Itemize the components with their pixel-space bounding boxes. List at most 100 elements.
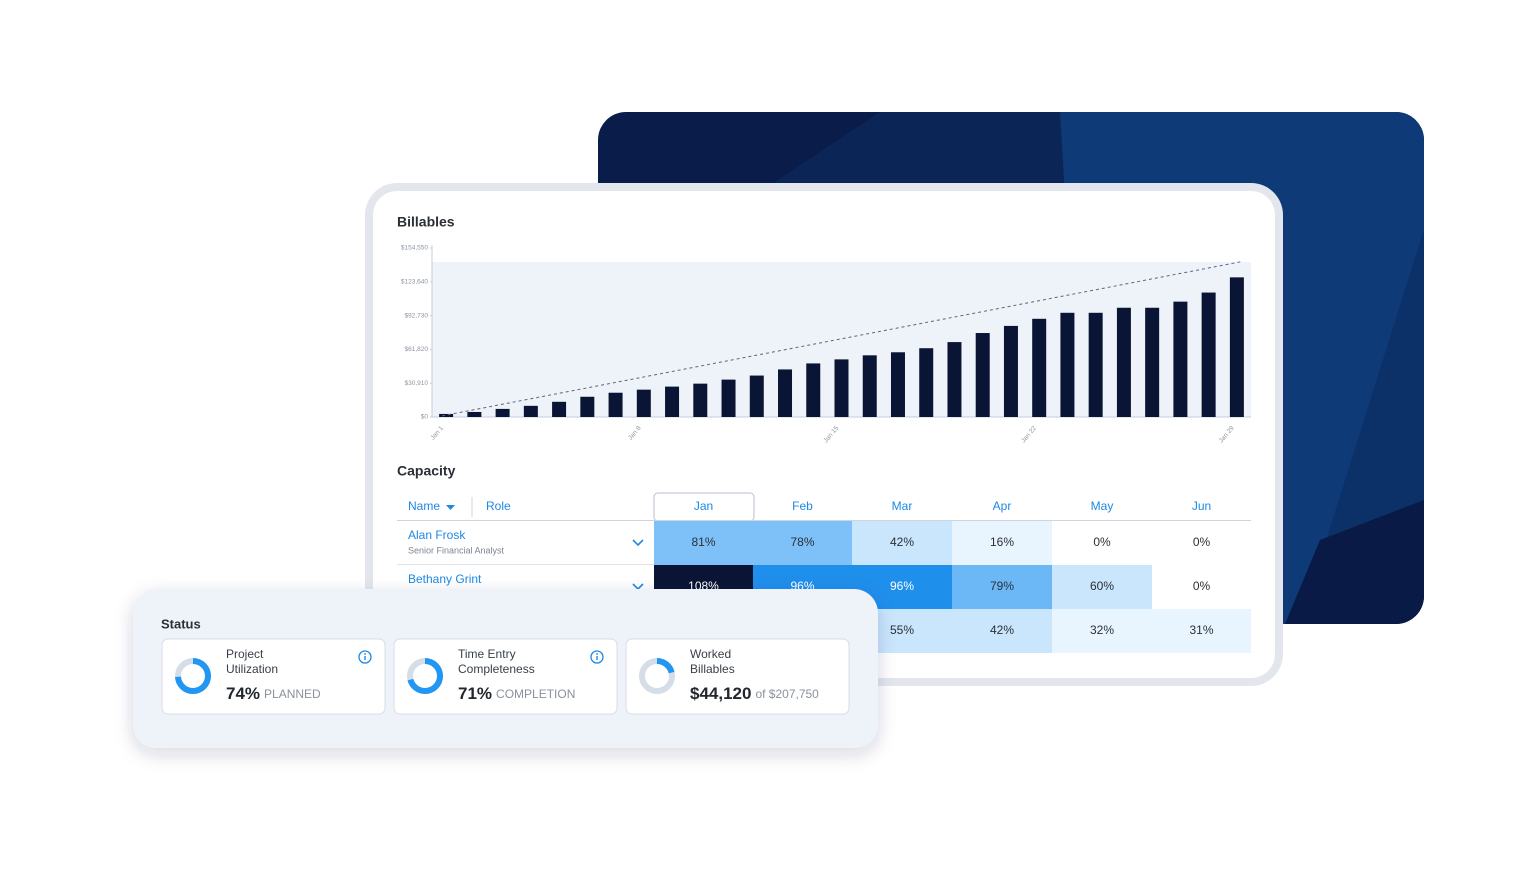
bar [467,411,482,417]
heat-cell [1152,609,1251,653]
cell-value: 42% [990,623,1014,637]
bar [495,408,510,417]
y-tick-label: $92,730 [405,312,429,319]
card-title: Project [226,647,264,661]
heat-cell [1152,565,1251,609]
info-icon-dot[interactable] [596,653,598,655]
bar [834,359,849,417]
metric-unit: of $207,750 [755,687,819,701]
bar [1003,325,1018,417]
metric-unit: COMPLETION [496,687,575,701]
y-tick-label: $61,820 [405,346,429,353]
bar [608,392,623,417]
person-name[interactable]: Bethany Grint [408,572,482,586]
person-role: Senior Financial Analyst [408,545,505,555]
card-title: Completeness [458,662,535,676]
card-metric: $44,120 of $207,750 [690,684,819,703]
info-icon-dot[interactable] [364,653,366,655]
heat-cell [1052,565,1152,609]
month-header[interactable]: May [1091,499,1114,513]
heat-cell [852,521,952,565]
cell-value: 55% [890,623,914,637]
y-tick-label: $0 [421,414,429,421]
y-tick-label: $30,910 [405,380,429,387]
card-metric: 74% PLANNED [226,684,321,703]
month-header[interactable]: Feb [792,499,813,513]
cell-value: 42% [890,535,914,549]
expand-chevron[interactable] [632,539,644,547]
bar [1088,312,1103,417]
card-title: Worked [690,647,731,661]
month-header[interactable]: Jan [694,499,713,513]
bar [1201,292,1216,417]
card-title: Billables [690,662,735,676]
metric-value: 71% [458,684,492,703]
info-icon[interactable] [358,650,372,664]
status-title: Status [161,616,201,631]
bar [1173,301,1188,417]
bar [1032,318,1047,417]
month-header[interactable]: Apr [993,499,1012,513]
card-metric: 71% COMPLETION [458,684,575,703]
bar [523,405,538,417]
status-card [161,638,386,715]
bar [580,396,595,417]
cell-value: 31% [1189,623,1213,637]
person-name[interactable]: Alan Frosk [408,528,466,542]
heat-cell [952,609,1052,653]
heat-cell [1052,609,1152,653]
heat-cell [952,565,1052,609]
metric-value: $44,120 [690,684,751,703]
sort-icon[interactable] [446,505,455,510]
cell-value: 0% [1193,579,1211,593]
month-header[interactable]: Jun [1192,499,1211,513]
cell-value: 16% [990,535,1014,549]
bar [552,401,567,417]
bar [1116,307,1131,417]
donut-arc [175,658,211,694]
bar [439,413,454,417]
card-title: Utilization [226,662,278,676]
billables-chart: $0$30,910$61,820$92,730$123,640$154,550J… [401,245,1244,444]
cell-value: 32% [1090,623,1114,637]
heat-cell [1052,521,1152,565]
bar [665,386,680,417]
donut-arc [639,658,675,694]
cell-value: 0% [1193,535,1211,549]
heat-cell [654,521,753,565]
month-header[interactable]: Mar [892,499,913,513]
card-title: Time Entry [458,647,516,661]
heat-cell [1152,521,1251,565]
bar [862,355,877,417]
bar [1229,277,1244,417]
bar [806,363,821,417]
heat-cell [952,521,1052,565]
bar [778,369,793,417]
donut-arc [407,658,443,694]
cell-value: 79% [990,579,1014,593]
bar [1060,312,1075,417]
info-icon[interactable] [590,650,604,664]
trend-line [441,261,1242,417]
y-tick-label: $154,550 [401,245,428,252]
y-tick-label: $123,640 [401,279,428,286]
bar [975,333,990,417]
role-column-header[interactable]: Role [486,499,511,513]
metric-value: 74% [226,684,260,703]
bar [890,352,905,417]
bar [749,375,764,417]
metric-unit: PLANNED [264,687,321,701]
cell-value: 0% [1093,535,1111,549]
heat-cell [753,521,852,565]
chart-title: Billables [397,214,455,230]
bar [947,342,962,417]
status-card [393,638,618,715]
name-column-header[interactable]: Name [408,499,440,513]
cell-value: 60% [1090,579,1114,593]
bar [1145,307,1160,417]
status-card [625,638,850,715]
bar [721,379,736,417]
